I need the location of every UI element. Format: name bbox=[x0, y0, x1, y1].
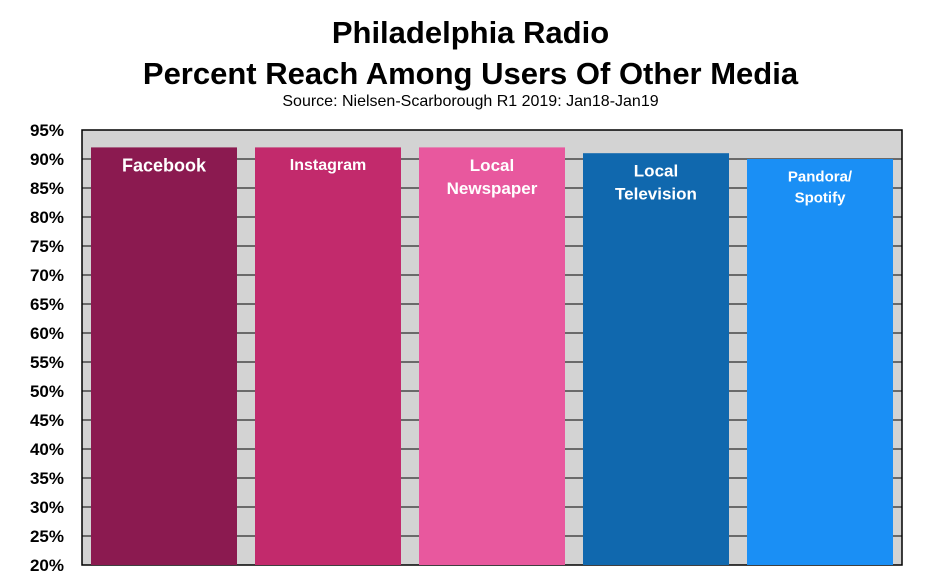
y-tick-label: 35% bbox=[30, 469, 64, 488]
y-tick-label: 50% bbox=[30, 382, 64, 401]
y-tick-label: 95% bbox=[30, 121, 64, 140]
y-tick-label: 65% bbox=[30, 295, 64, 314]
chart-title-line-2: Percent Reach Among Users Of Other Media bbox=[142, 56, 799, 91]
bar bbox=[583, 153, 729, 565]
bar bbox=[419, 147, 565, 565]
y-tick-label: 45% bbox=[30, 411, 64, 430]
bar-label: Pandora/ bbox=[788, 168, 853, 185]
y-tick-label: 90% bbox=[30, 150, 64, 169]
y-tick-label: 30% bbox=[30, 498, 64, 517]
bar-label: Facebook bbox=[122, 155, 207, 175]
y-tick-label: 55% bbox=[30, 353, 64, 372]
y-tick-label: 60% bbox=[30, 324, 64, 343]
bar-label: Spotify bbox=[795, 189, 846, 206]
y-tick-label: 80% bbox=[30, 208, 64, 227]
bar bbox=[91, 147, 237, 565]
y-tick-label: 40% bbox=[30, 440, 64, 459]
chart-subtitle: Source: Nielsen-Scarborough R1 2019: Jan… bbox=[282, 93, 659, 110]
y-tick-label: 70% bbox=[30, 266, 64, 285]
bar-label: Instagram bbox=[290, 157, 366, 174]
bar-label: Television bbox=[615, 185, 697, 204]
chart-title-line-1: Philadelphia Radio bbox=[331, 15, 610, 50]
bar-label: Local bbox=[470, 156, 514, 175]
y-tick-label: 75% bbox=[30, 237, 64, 256]
bar-label: Local bbox=[634, 162, 678, 181]
y-tick-label: 20% bbox=[30, 556, 64, 575]
y-tick-label: 85% bbox=[30, 179, 64, 198]
bar-label: Newspaper bbox=[447, 179, 538, 198]
bar bbox=[747, 159, 893, 565]
y-tick-label: 25% bbox=[30, 527, 64, 546]
bar bbox=[255, 147, 401, 565]
